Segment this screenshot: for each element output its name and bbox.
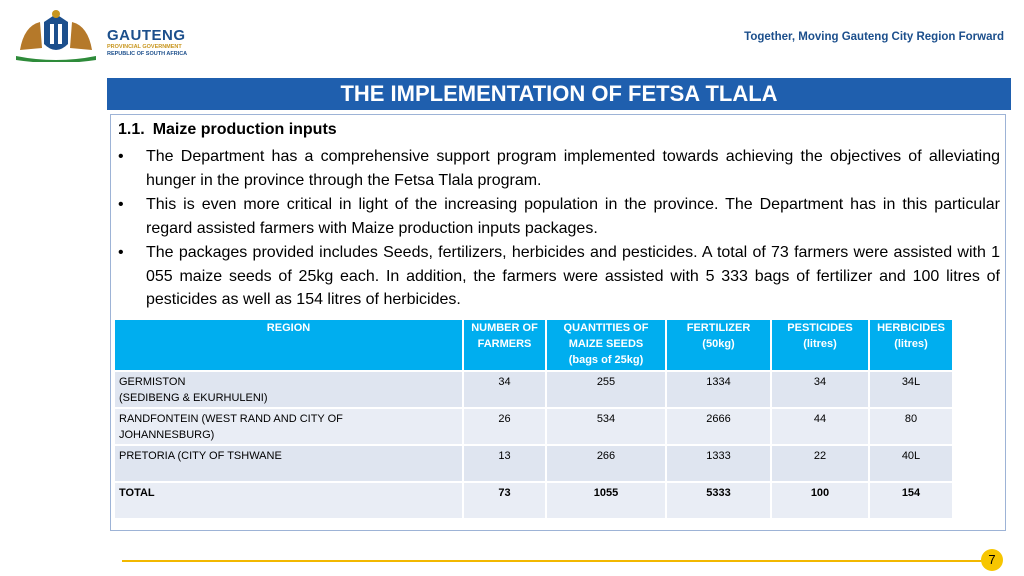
table: REGION NUMBER OF FARMERS QUANTITIES OF MAIZE… — [113, 318, 954, 520]
header-cell: NUMBER OF FARMERS — [462, 318, 547, 372]
table-cell: 255 — [545, 370, 667, 409]
section-heading: 1.1. Maize production inputs — [118, 121, 345, 139]
header-line: (litres) — [803, 338, 837, 350]
logo-name: GAUTENG — [107, 27, 186, 44]
table-cell: 26 — [462, 407, 547, 446]
table-cell: 34 — [462, 370, 547, 409]
table-row: PRETORIA (CITY OF TSHWANE 13 266 1333 22 40L — [113, 444, 954, 483]
logo-line: PROVINCIAL GOVERNMENT — [107, 44, 182, 50]
logo-crest — [16, 10, 96, 62]
bullet: The Department has a comprehensive suppo… — [118, 145, 1000, 192]
table-cell: 1333 — [665, 444, 772, 483]
table-cell: 1055 — [545, 481, 667, 520]
header-line: PESTICIDES — [787, 322, 853, 334]
logo-line: REPUBLIC OF SOUTH AFRICA — [107, 51, 188, 57]
tagline: Together, Moving Gauteng City Region For… — [744, 31, 1004, 43]
header-line: (litres) — [894, 338, 928, 350]
header-line: (bags of 25kg) — [568, 354, 644, 366]
table-cell: 1334 — [665, 370, 772, 409]
table-row: RANDFONTEIN (WEST RAND AND CITY OF JOHAN… — [113, 407, 954, 446]
table-cell: 13 — [462, 444, 547, 483]
title: THE IMPLEMENTATION OF FETSA TLALA — [107, 78, 1011, 110]
footer-line — [122, 560, 982, 562]
content-box — [110, 114, 1006, 531]
table-cell: 266 — [545, 444, 667, 483]
table-cell: RANDFONTEIN (WEST RAND AND CITY OF JOHAN… — [113, 407, 464, 446]
table-cell: TOTAL — [113, 481, 464, 520]
header-line: NUMBER OF — [471, 322, 538, 334]
header-line: MAIZE SEEDS — [568, 338, 644, 350]
header-line: QUANTITIES OF — [563, 322, 649, 334]
bullet: The packages provided includes Seeds, fe… — [118, 241, 1000, 312]
header-line: REGION — [266, 322, 311, 334]
total-row: TOTAL 73 1055 5333 100 154 — [113, 481, 954, 520]
table-cell: 22 — [770, 444, 870, 483]
table-cell: 34L — [868, 370, 954, 409]
header-cell: FERTILIZER (50kg) — [665, 318, 772, 372]
header-line: FERTILIZER — [686, 322, 751, 334]
table-cell: 100 — [770, 481, 870, 520]
header-cell: QUANTITIES OF MAIZE SEEDS (bags of 25kg) — [545, 318, 667, 372]
header-row: REGION NUMBER OF FARMERS QUANTITIES OF MAIZE… — [113, 318, 954, 372]
page-number: 7 — [981, 549, 1003, 571]
header-cell: HERBICIDES (litres) — [868, 318, 954, 372]
header-cell: PESTICIDES (litres) — [770, 318, 870, 372]
table-cell: 80 — [868, 407, 954, 446]
header-line: FARMERS — [477, 338, 532, 350]
table-cell: 73 — [462, 481, 547, 520]
table-cell: 5333 — [665, 481, 772, 520]
table-cell: 34 — [770, 370, 870, 409]
header-line: (50kg) — [702, 338, 735, 350]
section-number: 1.1. — [118, 121, 145, 138]
table-cell: GERMISTON (SEDIBENG & EKURHULENI) — [113, 370, 464, 409]
bullet-list: The Department has a comprehensive suppo… — [118, 145, 1000, 313]
table-cell: 40L — [868, 444, 954, 483]
table-cell: PRETORIA (CITY OF TSHWANE — [113, 444, 464, 483]
header-cell: REGION — [113, 318, 464, 372]
bullet: This is even more critical in light of t… — [118, 193, 1000, 240]
table-cell: 44 — [770, 407, 870, 446]
table-cell: 534 — [545, 407, 667, 446]
section-title: Maize production inputs — [152, 121, 337, 138]
header-line: HERBICIDES — [877, 322, 945, 334]
table-row: GERMISTON (SEDIBENG & EKURHULENI) 34 255 13… — [113, 370, 954, 409]
table-cell: 2666 — [665, 407, 772, 446]
logo-text: GAUTENG PROVINCIAL GOVERNMENT REPUBLIC O… — [107, 28, 187, 58]
table-cell: 154 — [868, 481, 954, 520]
